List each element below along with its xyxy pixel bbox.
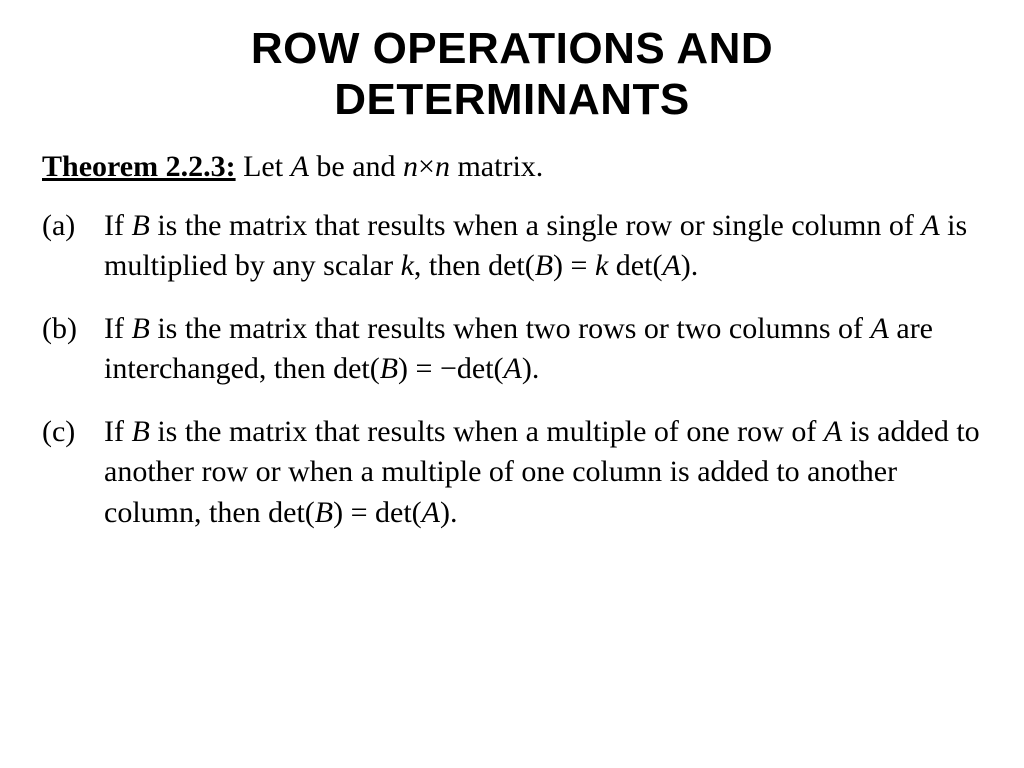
text: is the matrix that results when two rows…	[150, 312, 871, 345]
text: is the matrix that results when a multip…	[150, 415, 824, 448]
theorem-label: Theorem 2.2.3:	[42, 150, 236, 183]
var-A: A	[291, 150, 309, 183]
slide: ROW OPERATIONS AND DETERMINANTS Theorem …	[0, 0, 1024, 768]
text: ).	[522, 352, 540, 385]
text: If	[104, 209, 131, 242]
text: ) = det(	[333, 496, 422, 529]
item-text-b: If B is the matrix that results when two…	[104, 309, 988, 390]
var-A: A	[871, 312, 889, 345]
var-B: B	[315, 496, 333, 529]
var-B: B	[131, 312, 149, 345]
text: If	[104, 415, 131, 448]
list-item: (a) If B is the matrix that results when…	[42, 206, 988, 287]
text: ) =	[553, 249, 595, 282]
var-B: B	[380, 352, 398, 385]
intro-text-2: be and	[309, 150, 403, 183]
intro-text-1: Let	[236, 150, 291, 183]
var-A: A	[422, 496, 440, 529]
text: If	[104, 312, 131, 345]
var-k: k	[595, 249, 608, 282]
item-marker-a: (a)	[42, 206, 104, 287]
var-A: A	[921, 209, 939, 242]
theorem-items: (a) If B is the matrix that results when…	[36, 206, 988, 534]
intro-text-3: matrix.	[450, 150, 543, 183]
item-text-c: If B is the matrix that results when a m…	[104, 412, 988, 534]
title-line-2: DETERMINANTS	[334, 75, 690, 124]
text: ).	[440, 496, 458, 529]
text: ).	[681, 249, 699, 282]
var-n2: n	[435, 150, 450, 183]
text: det(	[608, 249, 662, 282]
var-A: A	[824, 415, 842, 448]
text: ) = −det(	[398, 352, 503, 385]
item-marker-c: (c)	[42, 412, 104, 534]
var-k: k	[401, 249, 414, 282]
var-B: B	[131, 209, 149, 242]
list-item: (b) If B is the matrix that results when…	[42, 309, 988, 390]
text: , then det(	[414, 249, 535, 282]
text: is the matrix that results when a single…	[150, 209, 922, 242]
var-A: A	[504, 352, 522, 385]
item-marker-b: (b)	[42, 309, 104, 390]
var-A: A	[662, 249, 680, 282]
var-B: B	[131, 415, 149, 448]
title-line-1: ROW OPERATIONS AND	[251, 24, 773, 73]
list-item: (c) If B is the matrix that results when…	[42, 412, 988, 534]
slide-title: ROW OPERATIONS AND DETERMINANTS	[36, 24, 988, 125]
item-text-a: If B is the matrix that results when a s…	[104, 206, 988, 287]
theorem-intro: Theorem 2.2.3: Let A be and n×n matrix.	[42, 147, 988, 188]
var-B: B	[535, 249, 553, 282]
times-symbol: ×	[418, 150, 435, 183]
var-n: n	[403, 150, 418, 183]
